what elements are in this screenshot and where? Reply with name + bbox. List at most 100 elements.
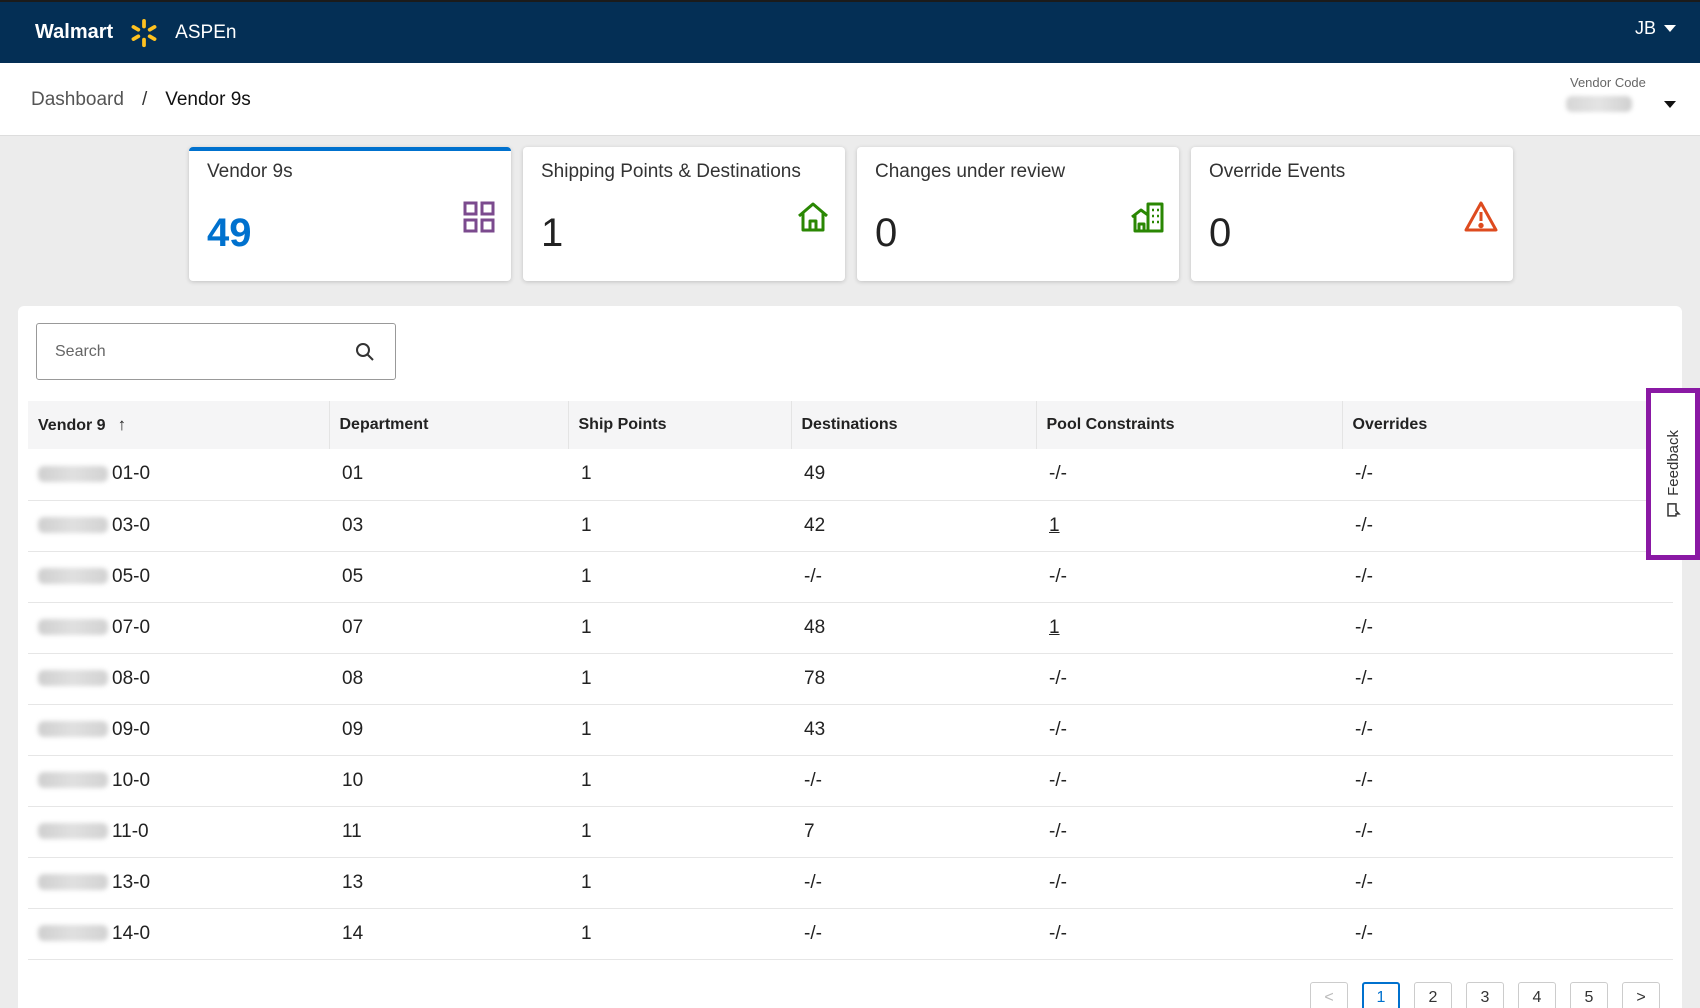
cell-vendor-9: 11-0 bbox=[28, 806, 329, 858]
walmart-logo-text[interactable]: Walmart bbox=[35, 21, 114, 43]
breadcrumb: Dashboard / Vendor 9s bbox=[31, 89, 251, 111]
cell-overrides: -/- bbox=[1342, 449, 1673, 501]
vendor-9-suffix: 10-0 bbox=[112, 769, 151, 791]
cell-pool-constraints: -/- bbox=[1036, 806, 1342, 858]
cell-vendor-9: 13-0 bbox=[28, 857, 329, 909]
cell-vendor-9: 01-0 bbox=[28, 449, 329, 501]
table-row[interactable]: 14-0 14 1 -/- -/- -/- bbox=[28, 908, 1673, 960]
cell-pool-constraints: -/- bbox=[1036, 857, 1342, 909]
cell-overrides: -/- bbox=[1342, 908, 1673, 960]
cell-pool-constraints: 1 bbox=[1036, 500, 1342, 552]
cell-overrides: -/- bbox=[1342, 806, 1673, 858]
kpi-value: 0 bbox=[875, 211, 898, 255]
cell-pool-constraints: -/- bbox=[1036, 551, 1342, 603]
pagination-page-2[interactable]: 2 bbox=[1414, 982, 1452, 1008]
cell-ship-points: 1 bbox=[568, 653, 791, 705]
column-header-pool-constraints[interactable]: Pool Constraints bbox=[1036, 401, 1343, 449]
vendor-9-suffix: 08-0 bbox=[112, 667, 151, 689]
vendor-9-suffix: 13-0 bbox=[112, 871, 151, 893]
cell-overrides: -/- bbox=[1342, 500, 1673, 552]
pagination-page-5[interactable]: 5 bbox=[1570, 982, 1608, 1008]
breadcrumb-dashboard[interactable]: Dashboard bbox=[31, 89, 124, 110]
cell-ship-points: 1 bbox=[568, 500, 791, 552]
breadcrumb-separator: / bbox=[141, 89, 148, 110]
cell-overrides: -/- bbox=[1342, 653, 1673, 705]
user-menu[interactable]: JB bbox=[1635, 18, 1676, 39]
kpi-title: Vendor 9s bbox=[207, 161, 293, 182]
feedback-tab[interactable]: Feedback bbox=[1646, 388, 1700, 560]
warning-icon bbox=[1464, 201, 1498, 232]
cell-destinations: -/- bbox=[791, 908, 1036, 960]
cell-ship-points: 1 bbox=[568, 704, 791, 756]
table-row[interactable]: 09-0 09 1 43 -/- -/- bbox=[28, 704, 1673, 756]
home-icon bbox=[798, 202, 828, 232]
pagination-page-4[interactable]: 4 bbox=[1518, 982, 1556, 1008]
column-header-ship-points[interactable]: Ship Points bbox=[568, 401, 792, 449]
table-row[interactable]: 03-0 03 1 42 1 -/- bbox=[28, 500, 1673, 552]
cell-vendor-9: 03-0 bbox=[28, 500, 329, 552]
table-row[interactable]: 07-0 07 1 48 1 -/- bbox=[28, 602, 1673, 654]
column-header-vendor-9[interactable]: Vendor 9 ↑ bbox=[28, 401, 330, 449]
chevron-down-icon bbox=[1664, 25, 1676, 32]
cell-department: 09 bbox=[329, 704, 568, 756]
vendor-id-redacted bbox=[38, 517, 108, 534]
cell-vendor-9: 09-0 bbox=[28, 704, 329, 756]
chat-bubble-icon bbox=[1667, 503, 1681, 517]
table-row[interactable]: 01-0 01 1 49 -/- -/- bbox=[28, 449, 1673, 501]
cell-overrides: -/- bbox=[1342, 602, 1673, 654]
cell-department: 13 bbox=[329, 857, 568, 909]
kpi-card-changes-under-review[interactable]: Changes under review 0 bbox=[857, 147, 1179, 281]
cell-overrides: -/- bbox=[1342, 551, 1673, 603]
sort-ascending-icon[interactable]: ↑ bbox=[117, 415, 127, 434]
pagination-page-3[interactable]: 3 bbox=[1466, 982, 1504, 1008]
user-initials: JB bbox=[1634, 18, 1656, 38]
cell-destinations: -/- bbox=[791, 755, 1036, 807]
column-header-department[interactable]: Department bbox=[329, 401, 569, 449]
vendor-code-dropdown[interactable] bbox=[1566, 96, 1676, 112]
cell-destinations: 49 bbox=[791, 449, 1036, 501]
table-row[interactable]: 05-0 05 1 -/- -/- -/- bbox=[28, 551, 1673, 603]
column-header-destinations[interactable]: Destinations bbox=[791, 401, 1037, 449]
cell-department: 01 bbox=[329, 449, 568, 501]
search-icon[interactable] bbox=[355, 342, 375, 362]
kpi-card-override-events[interactable]: Override Events 0 bbox=[1191, 147, 1513, 281]
search-input[interactable] bbox=[55, 342, 325, 361]
walmart-spark-icon bbox=[131, 18, 157, 47]
cell-vendor-9: 14-0 bbox=[28, 908, 329, 960]
kpi-title: Override Events bbox=[1209, 161, 1346, 182]
pagination-next-button[interactable]: > bbox=[1622, 982, 1660, 1008]
table-row[interactable]: 13-0 13 1 -/- -/- -/- bbox=[28, 857, 1673, 909]
kpi-title: Changes under review bbox=[875, 161, 1066, 182]
cell-destinations: 48 bbox=[791, 602, 1036, 654]
cell-destinations: -/- bbox=[791, 857, 1036, 909]
column-header-overrides[interactable]: Overrides bbox=[1342, 401, 1673, 449]
search-box[interactable] bbox=[36, 323, 396, 380]
pool-constraints-link[interactable]: 1 bbox=[1049, 616, 1060, 638]
vendor-id-redacted bbox=[38, 925, 108, 942]
vendor-9-suffix: 01-0 bbox=[112, 463, 151, 485]
pagination-prev-button[interactable]: < bbox=[1310, 982, 1348, 1008]
kpi-card-shipping-points[interactable]: Shipping Points & Destinations 1 bbox=[523, 147, 845, 281]
vendor-code-selector[interactable]: Vendor Code bbox=[1566, 75, 1676, 112]
vendor-9s-panel: Vendor 9 ↑ Department Ship Points Destina… bbox=[18, 306, 1682, 1008]
pool-constraints-link[interactable]: 1 bbox=[1049, 514, 1060, 536]
sub-header: Dashboard / Vendor 9s Vendor Code bbox=[0, 63, 1700, 136]
kpi-card-vendor-9s[interactable]: Vendor 9s 49 bbox=[189, 147, 511, 281]
vendor-9-suffix: 11-0 bbox=[112, 820, 149, 842]
cell-vendor-9: 07-0 bbox=[28, 602, 329, 654]
cell-department: 03 bbox=[329, 500, 568, 552]
cell-destinations: -/- bbox=[791, 551, 1036, 603]
pagination: < 1 2 3 4 5 > bbox=[1310, 982, 1660, 1008]
kpi-value: 1 bbox=[541, 211, 564, 255]
table-row[interactable]: 10-0 10 1 -/- -/- -/- bbox=[28, 755, 1673, 807]
table-row[interactable]: 08-0 08 1 78 -/- -/- bbox=[28, 653, 1673, 705]
cell-overrides: -/- bbox=[1342, 704, 1673, 756]
table-row[interactable]: 11-0 11 1 7 -/- -/- bbox=[28, 806, 1673, 858]
vendor-id-redacted bbox=[38, 772, 108, 789]
vendor-id-redacted bbox=[38, 823, 108, 840]
cell-department: 07 bbox=[329, 602, 568, 654]
vendor-id-redacted bbox=[38, 568, 108, 585]
pagination-page-1[interactable]: 1 bbox=[1362, 982, 1400, 1008]
app-name[interactable]: ASPEn bbox=[175, 21, 237, 43]
cell-ship-points: 1 bbox=[568, 602, 791, 654]
